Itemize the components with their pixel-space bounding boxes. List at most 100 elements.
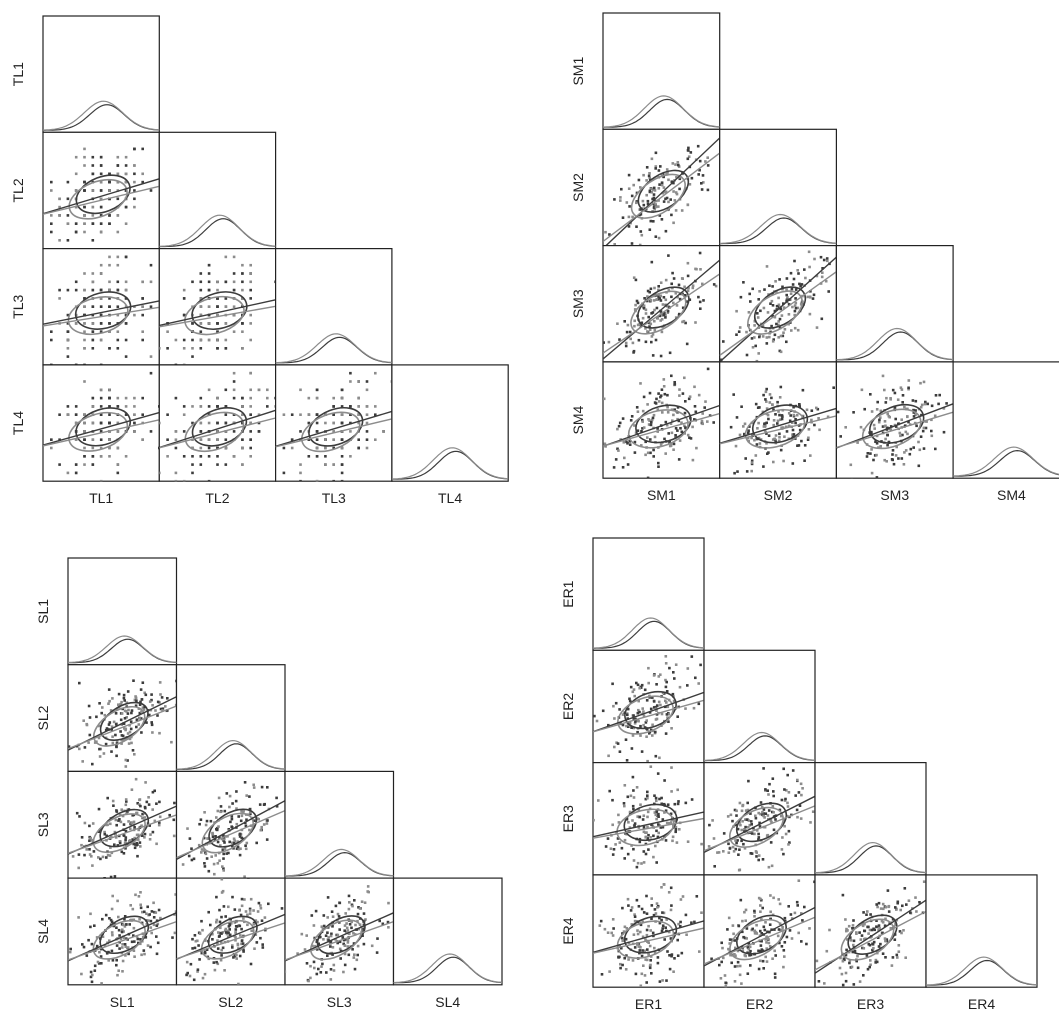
scatter-point bbox=[140, 698, 144, 701]
scatter-point bbox=[357, 405, 360, 408]
scatter-point bbox=[249, 338, 252, 342]
scatter-point bbox=[632, 349, 636, 353]
scatter-point bbox=[803, 268, 806, 271]
scatter-point bbox=[151, 704, 154, 707]
scatter-point bbox=[366, 885, 370, 888]
scatter-point bbox=[758, 335, 761, 339]
scatter-point bbox=[611, 918, 615, 921]
scatter-point bbox=[845, 948, 848, 952]
scatter-point bbox=[91, 973, 94, 977]
scatter-point bbox=[906, 432, 909, 436]
scatter-point bbox=[267, 902, 270, 906]
scatter-point bbox=[216, 338, 219, 342]
scatter-point bbox=[91, 214, 95, 217]
scatter-point bbox=[697, 173, 700, 176]
scatter-point bbox=[203, 951, 207, 955]
scatter-point bbox=[664, 420, 668, 424]
scatter-point bbox=[649, 955, 653, 958]
scatter-point bbox=[191, 355, 194, 358]
scatter-point bbox=[826, 415, 830, 419]
scatter-point bbox=[747, 826, 750, 829]
scatter-point bbox=[136, 854, 139, 858]
scatter-point bbox=[124, 255, 128, 259]
scatter-point bbox=[119, 820, 123, 824]
scatter-point bbox=[783, 824, 786, 828]
regression-line-b bbox=[43, 185, 160, 215]
scatter-point bbox=[642, 307, 646, 310]
scatter-point bbox=[116, 405, 120, 408]
scatter-point bbox=[245, 841, 249, 845]
scatter-point bbox=[611, 798, 614, 802]
scatter-point bbox=[741, 930, 744, 934]
scatter-point bbox=[249, 455, 252, 458]
scatter-point bbox=[796, 306, 800, 310]
scatter-point bbox=[155, 952, 159, 956]
scatter-point bbox=[80, 843, 83, 847]
scatter-point bbox=[662, 186, 666, 189]
scatter-point bbox=[216, 313, 219, 317]
scatter-point bbox=[151, 790, 155, 794]
scatter-point bbox=[738, 821, 741, 824]
scatter-point bbox=[249, 405, 252, 408]
scatter-point bbox=[249, 371, 252, 375]
scatter-point bbox=[324, 446, 327, 450]
scatter-point bbox=[190, 847, 193, 850]
scatter-point bbox=[718, 963, 721, 967]
y-axis-label-ER4: ER4 bbox=[560, 917, 576, 944]
scatter-point bbox=[763, 816, 766, 819]
confidence-ellipse-b bbox=[729, 806, 784, 848]
scatter-point bbox=[616, 322, 619, 325]
scatter-point bbox=[182, 288, 186, 292]
scatter-point bbox=[796, 328, 800, 332]
scatter-point bbox=[249, 288, 252, 292]
scatter-point bbox=[670, 953, 674, 956]
scatter-point bbox=[761, 858, 765, 861]
scatter-point bbox=[881, 931, 884, 935]
scatter-point bbox=[782, 426, 785, 429]
scatter-point bbox=[158, 446, 160, 450]
scatter-point bbox=[674, 316, 678, 319]
scatter-point bbox=[787, 303, 791, 306]
scatter-point bbox=[636, 410, 640, 413]
scatter-point bbox=[907, 420, 910, 424]
scatter-point bbox=[143, 836, 146, 839]
scatter-point bbox=[315, 479, 319, 482]
scatter-point bbox=[146, 905, 149, 909]
cell-frame-TL1-TL1 bbox=[42, 15, 160, 133]
scatter-point bbox=[661, 979, 664, 982]
scatter-point bbox=[644, 312, 648, 315]
scatter-point bbox=[312, 960, 316, 964]
scatter-point bbox=[800, 912, 803, 915]
scatter-point bbox=[767, 809, 771, 812]
scatter-point bbox=[231, 895, 234, 899]
scatter-point bbox=[332, 963, 336, 967]
scatter-point bbox=[315, 455, 319, 458]
scatter-point bbox=[166, 438, 169, 441]
scatter-point bbox=[786, 801, 789, 805]
scatter-point bbox=[785, 789, 788, 792]
scatter-point bbox=[229, 820, 232, 824]
scatter-point bbox=[654, 754, 658, 758]
scatter-point bbox=[159, 707, 163, 711]
scatter-point bbox=[118, 841, 122, 845]
scatter-point bbox=[154, 709, 157, 712]
scatter-point bbox=[200, 851, 203, 854]
scatter-point bbox=[236, 942, 240, 946]
scatter-point bbox=[635, 406, 639, 409]
scatter-point bbox=[770, 864, 774, 868]
scatter-point bbox=[148, 824, 151, 827]
scatter-point bbox=[332, 413, 335, 416]
scatter-point bbox=[642, 714, 646, 718]
scatter-point bbox=[256, 817, 259, 820]
scatter-point bbox=[248, 907, 252, 911]
y-axis-label-TL1: TL1 bbox=[10, 62, 26, 86]
scatter-point bbox=[634, 303, 637, 307]
scatter-point bbox=[91, 330, 95, 333]
scatter-point bbox=[135, 718, 139, 721]
scatter-point bbox=[744, 908, 748, 912]
scatter-point bbox=[290, 438, 294, 441]
scatter-point bbox=[813, 880, 815, 884]
scatter-point bbox=[145, 721, 148, 724]
scatter-point bbox=[772, 338, 775, 341]
scatter-point bbox=[748, 292, 751, 296]
